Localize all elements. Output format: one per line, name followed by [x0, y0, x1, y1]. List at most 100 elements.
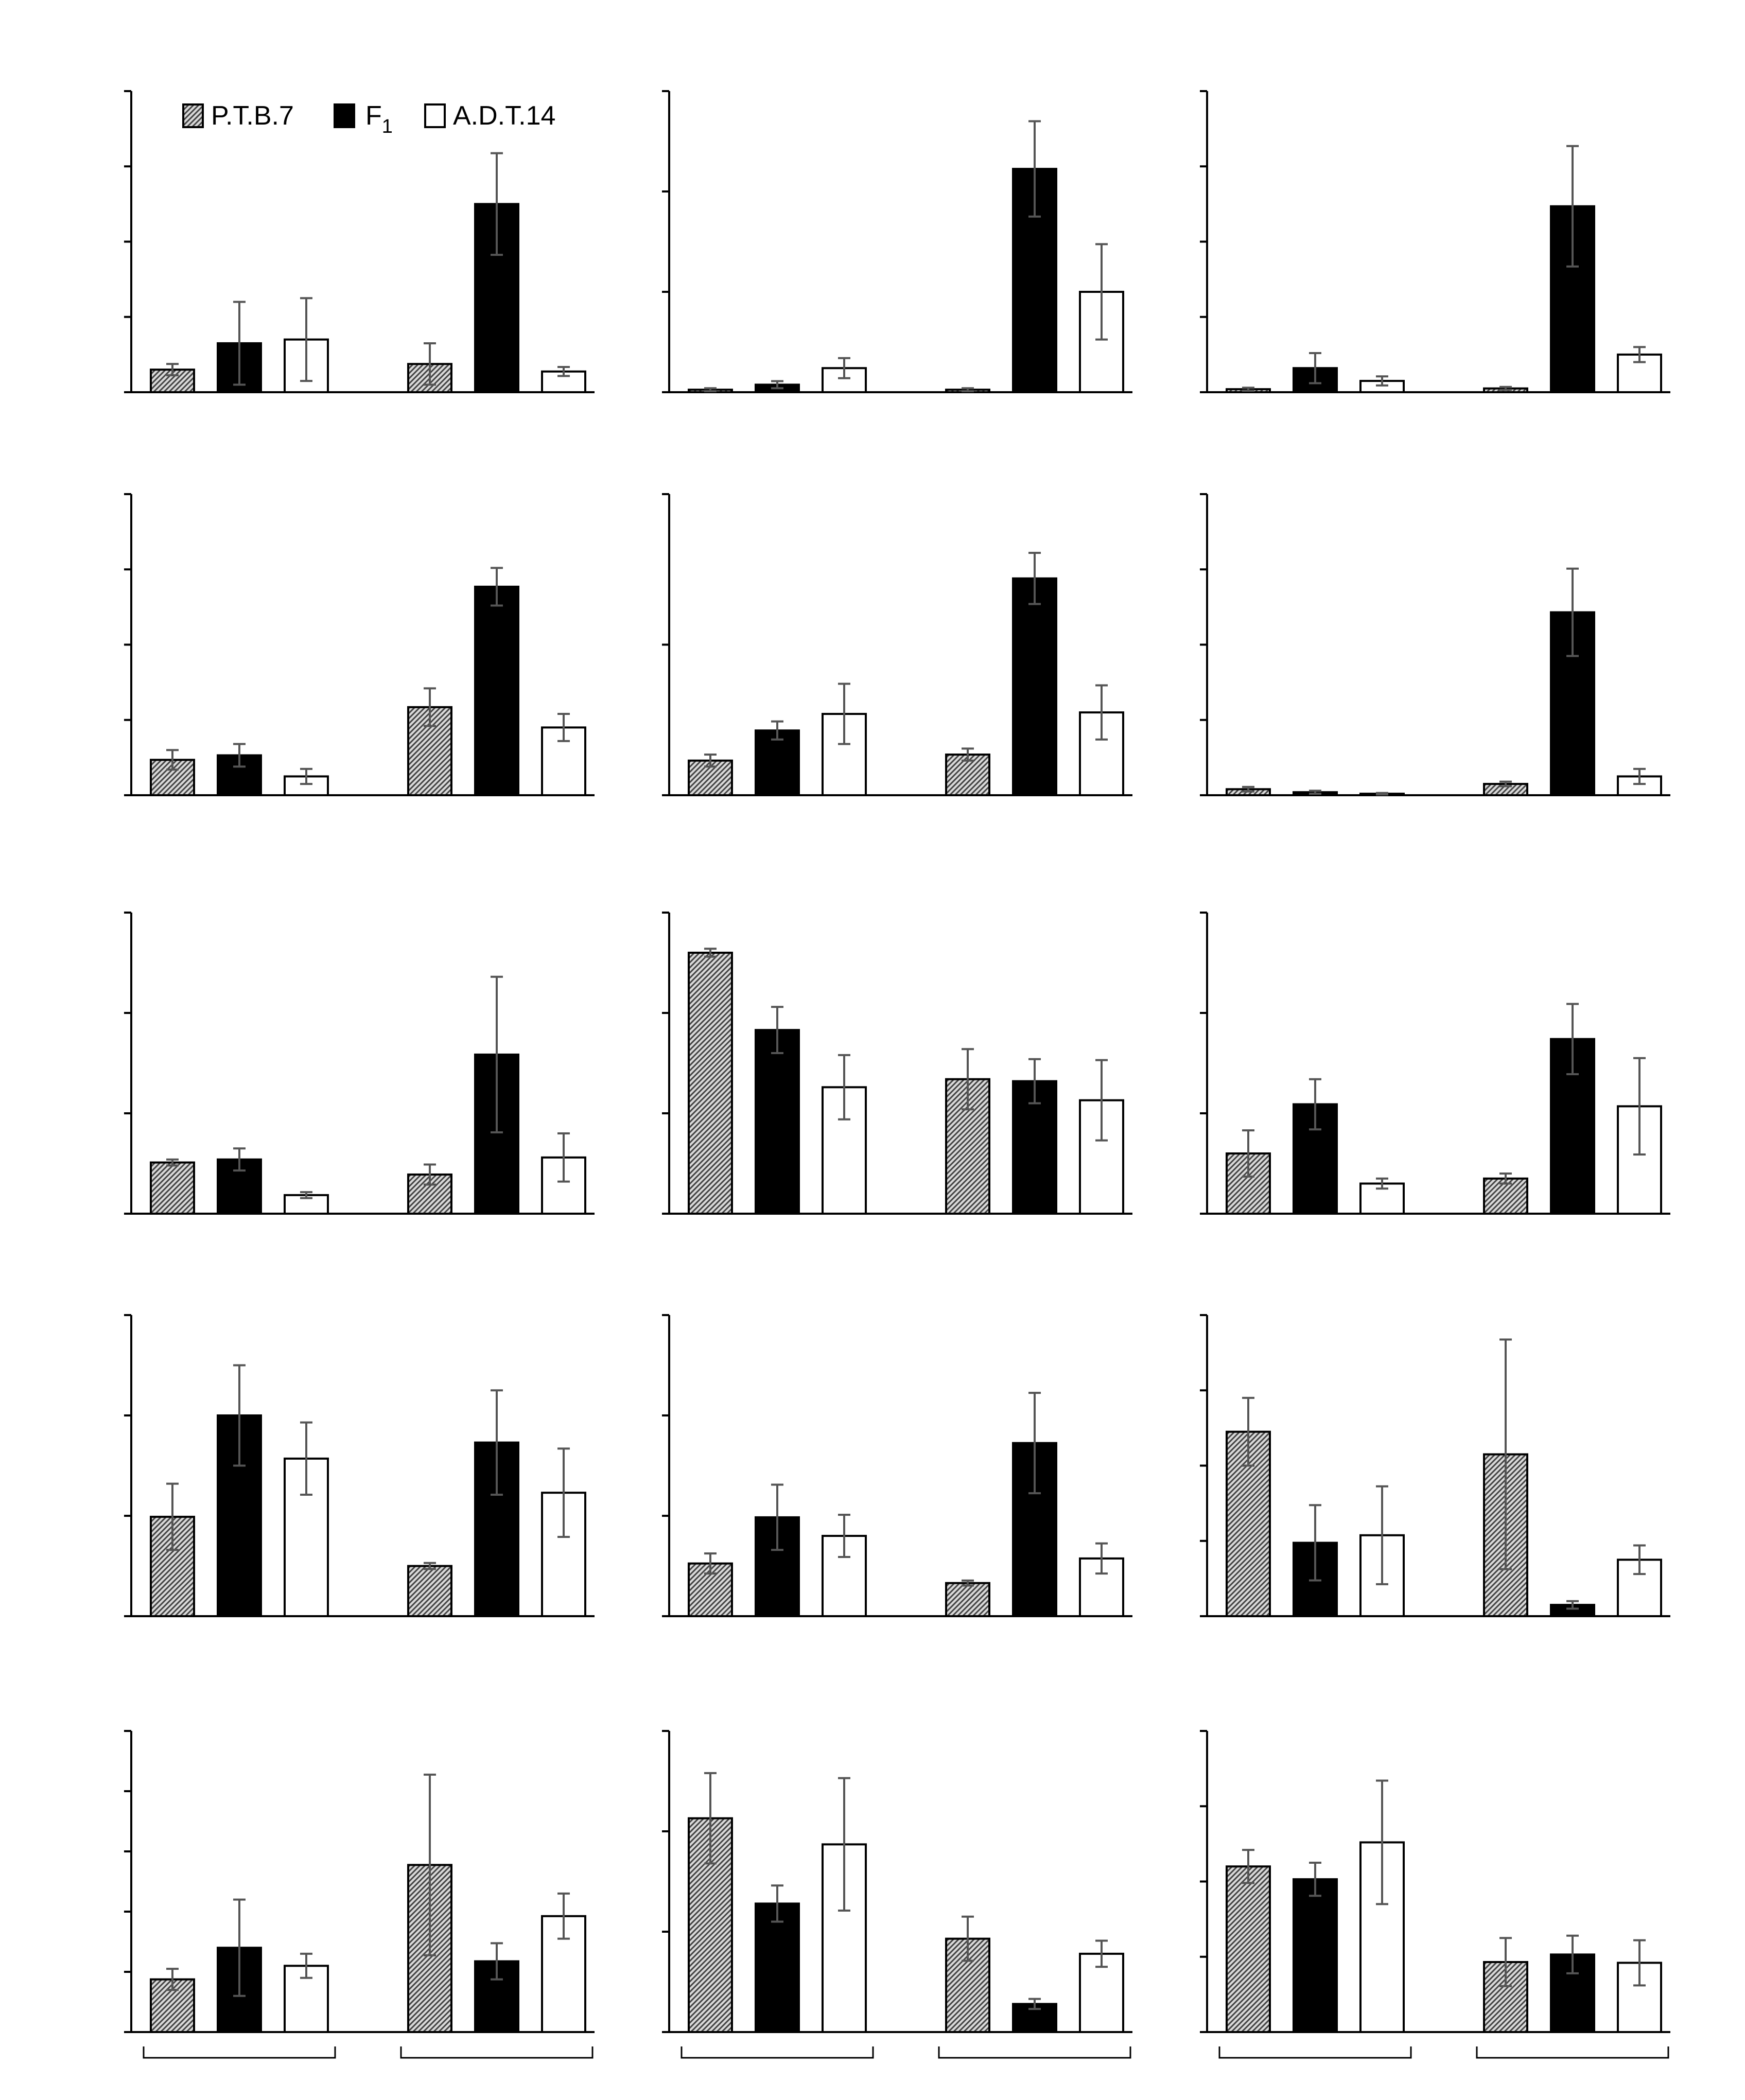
error-bar	[838, 1777, 850, 1912]
error-bar	[300, 297, 312, 382]
error-bar	[166, 1482, 179, 1551]
error-bar	[1376, 375, 1388, 387]
error-bar	[962, 747, 974, 762]
error-bar	[1376, 792, 1388, 796]
error-bar	[1499, 780, 1512, 787]
error-bar	[300, 767, 312, 785]
error-bar	[166, 363, 179, 377]
error-bar	[704, 948, 717, 958]
error-bar	[166, 1158, 179, 1167]
error-bar	[1633, 1939, 1646, 1987]
bar-f1-11th	[474, 585, 519, 796]
legend-swatch-f1	[334, 103, 355, 128]
error-bar	[704, 754, 717, 768]
error-bar	[300, 1191, 312, 1199]
error-bar	[1566, 1003, 1579, 1075]
group-bracket	[938, 2046, 1131, 2059]
error-bar	[491, 152, 503, 256]
group-bracket	[143, 2046, 336, 2059]
group-bracket	[1218, 2046, 1412, 2059]
bar-ptb7-13th	[150, 1161, 195, 1215]
error-bar	[1566, 1934, 1579, 1974]
error-bar	[1309, 1504, 1321, 1582]
error-bar	[1499, 1338, 1512, 1570]
error-bar	[1309, 352, 1321, 384]
error-bar	[1566, 1600, 1579, 1610]
legend-swatch-adt14	[424, 103, 446, 128]
error-bar	[1242, 387, 1254, 392]
error-bar	[1095, 1939, 1108, 1968]
error-bar	[1309, 1861, 1321, 1897]
error-bar	[1095, 684, 1108, 741]
error-bar	[424, 1562, 436, 1570]
panel-pr1a	[124, 90, 595, 393]
error-bar	[962, 1579, 974, 1587]
error-bar	[962, 1048, 974, 1111]
error-bar	[491, 567, 503, 607]
bar-f1-13th	[755, 1902, 800, 2033]
error-bar	[491, 975, 503, 1134]
error-bar	[1309, 790, 1321, 795]
panel-osegl2	[662, 493, 1132, 797]
panel-gns2	[124, 493, 595, 797]
error-bar	[166, 1968, 179, 1991]
panel-cht11	[662, 912, 1132, 1215]
panel-fd1	[1200, 1730, 1670, 2059]
error-bar	[1242, 785, 1254, 793]
bar-adt14-13th	[284, 775, 329, 796]
panel-osrbcl	[662, 1730, 1132, 2059]
error-bar	[1376, 1779, 1388, 1905]
error-bar	[1309, 1078, 1321, 1131]
bar-ptb7-13th	[1226, 1865, 1271, 2033]
error-bar	[1566, 567, 1579, 657]
error-bar	[233, 743, 246, 768]
error-bar	[1095, 243, 1108, 341]
error-bar	[557, 1447, 570, 1538]
error-bar	[491, 1389, 503, 1496]
group-bracket	[680, 2046, 874, 2059]
error-bar	[1242, 1129, 1254, 1178]
group-bracket	[400, 2046, 594, 2059]
error-bar	[1633, 767, 1646, 785]
error-bar	[771, 720, 783, 741]
bar-ptb7-11th	[945, 1582, 990, 1617]
bar-adt14-13th	[1359, 1182, 1405, 1215]
error-bar	[771, 380, 783, 390]
error-bar	[1633, 1057, 1646, 1156]
error-bar	[233, 1898, 246, 1997]
error-bar	[838, 1514, 850, 1558]
legend-label-adt14: A.D.T.14	[453, 101, 555, 131]
error-bar	[1499, 386, 1512, 391]
error-bar	[838, 1054, 850, 1121]
panel-rixi	[1200, 912, 1670, 1215]
legend-swatch-ptb7	[182, 103, 204, 128]
error-bar	[1028, 552, 1041, 605]
legend-label-f1-main: F	[365, 101, 382, 131]
group-bracket	[1476, 2046, 1669, 2059]
panel-cht9	[124, 912, 595, 1215]
legend-label-ptb7: P.T.B.7	[211, 101, 294, 131]
bar-f1-13th	[755, 1029, 800, 1215]
error-bar	[1028, 1998, 1041, 2010]
error-bar	[424, 342, 436, 386]
bar-f1-11th	[1012, 577, 1057, 797]
error-bar	[1028, 1392, 1041, 1495]
error-bar	[233, 1147, 246, 1172]
panel-pr1b	[662, 90, 1132, 394]
error-bar	[962, 387, 974, 393]
legend-label-f1: F1	[365, 101, 393, 137]
error-bar	[1095, 1059, 1108, 1142]
error-bar	[1028, 1058, 1041, 1105]
panel-psaf	[1200, 1314, 1670, 1617]
error-bar	[771, 1006, 783, 1054]
bar-ptb7-13th	[688, 952, 733, 1215]
error-bar	[704, 1552, 717, 1575]
bar-f1-13th	[1293, 1878, 1338, 2034]
error-bar	[557, 713, 570, 742]
panel-gns5	[1200, 90, 1670, 394]
error-bar	[233, 301, 246, 386]
error-bar	[424, 687, 436, 727]
error-bar	[1633, 346, 1646, 363]
panel-lhcb	[124, 1730, 595, 2059]
